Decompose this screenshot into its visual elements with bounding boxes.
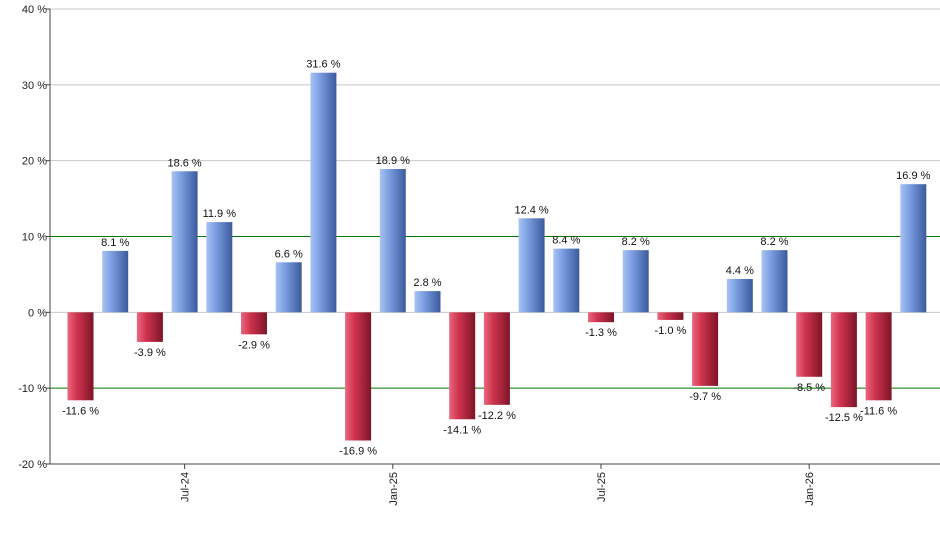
bar	[657, 312, 684, 320]
bar-value-label: -12.2 %	[478, 410, 516, 422]
bar	[275, 262, 302, 313]
bar	[206, 222, 233, 313]
bar-value-label: 8.2 %	[622, 236, 650, 248]
bar	[900, 184, 927, 313]
bar	[136, 312, 163, 342]
bar-value-label: -11.6 %	[860, 405, 897, 417]
bar-value-label: 16.9 %	[896, 170, 930, 182]
bar-value-label: 18.6 %	[167, 157, 201, 169]
bar-value-label: 2.8 %	[413, 277, 441, 289]
y-tick-label: -10 %	[18, 383, 47, 395]
bar	[102, 250, 129, 313]
bar-value-label: 6.6 %	[275, 248, 303, 260]
bar	[865, 312, 892, 401]
bar	[553, 248, 580, 313]
bar	[796, 312, 823, 377]
bar-value-label: 8.2 %	[760, 236, 788, 248]
y-tick-label: -20 %	[18, 459, 47, 471]
bar-value-label: 8.4 %	[552, 235, 580, 247]
bar-value-label: -1.3 %	[585, 327, 617, 339]
x-tick-label: Jul-24	[180, 472, 192, 502]
bar-value-label: -14.1 %	[443, 424, 481, 436]
bar	[588, 312, 614, 323]
bar	[241, 312, 267, 335]
bar	[761, 250, 788, 313]
bar-value-label: -16.9 %	[339, 445, 377, 457]
bar	[67, 312, 94, 401]
bars	[67, 72, 927, 441]
bar	[379, 169, 406, 313]
bar	[171, 171, 198, 313]
bar	[830, 312, 857, 408]
y-tick-label: 10 %	[22, 232, 47, 244]
bar	[726, 278, 753, 313]
y-tick-label: 30 %	[22, 80, 47, 92]
bar-value-label: -2.9 %	[238, 339, 270, 351]
bar-value-label: -3.9 %	[134, 347, 166, 359]
bar	[692, 312, 719, 386]
bar-value-label: -9.7 %	[689, 391, 721, 403]
data-labels: -11.6 % 8.1 % -3.9 % 18.6 % 11.9 % -2.9 % 6.6 …	[62, 59, 931, 458]
bar-value-label: -8.5 %	[793, 382, 825, 394]
bar	[310, 72, 337, 313]
bar	[414, 291, 441, 313]
x-tick-label: Jan-25	[388, 472, 400, 506]
bar-value-label: -11.6 %	[62, 405, 99, 417]
bar	[518, 218, 545, 313]
bar-value-label: 31.6 %	[306, 59, 340, 71]
bar-value-label: -12.5 %	[825, 412, 863, 424]
bar-value-label: 4.4 %	[726, 265, 754, 277]
y-tick-label: 20 %	[22, 156, 47, 168]
bar-value-label: 18.9 %	[376, 155, 410, 167]
bar-value-label: 12.4 %	[514, 204, 548, 216]
bar	[622, 250, 649, 313]
bar	[449, 312, 476, 420]
axes: -20 % -10 % 0 % 10 % 20 % 30 % 40 % Jul-24 Jan-2…	[18, 4, 940, 506]
bar-value-label: 8.1 %	[101, 237, 129, 249]
x-tick-label: Jul-25	[596, 472, 608, 502]
bar	[483, 312, 510, 405]
bar-value-label: -1.0 %	[655, 325, 687, 337]
bar-value-label: 11.9 %	[203, 208, 237, 220]
bar	[345, 312, 372, 441]
y-tick-label: 0 %	[28, 307, 47, 319]
x-tick-label: Jan-26	[804, 472, 816, 506]
y-tick-label: 40 %	[22, 4, 47, 16]
